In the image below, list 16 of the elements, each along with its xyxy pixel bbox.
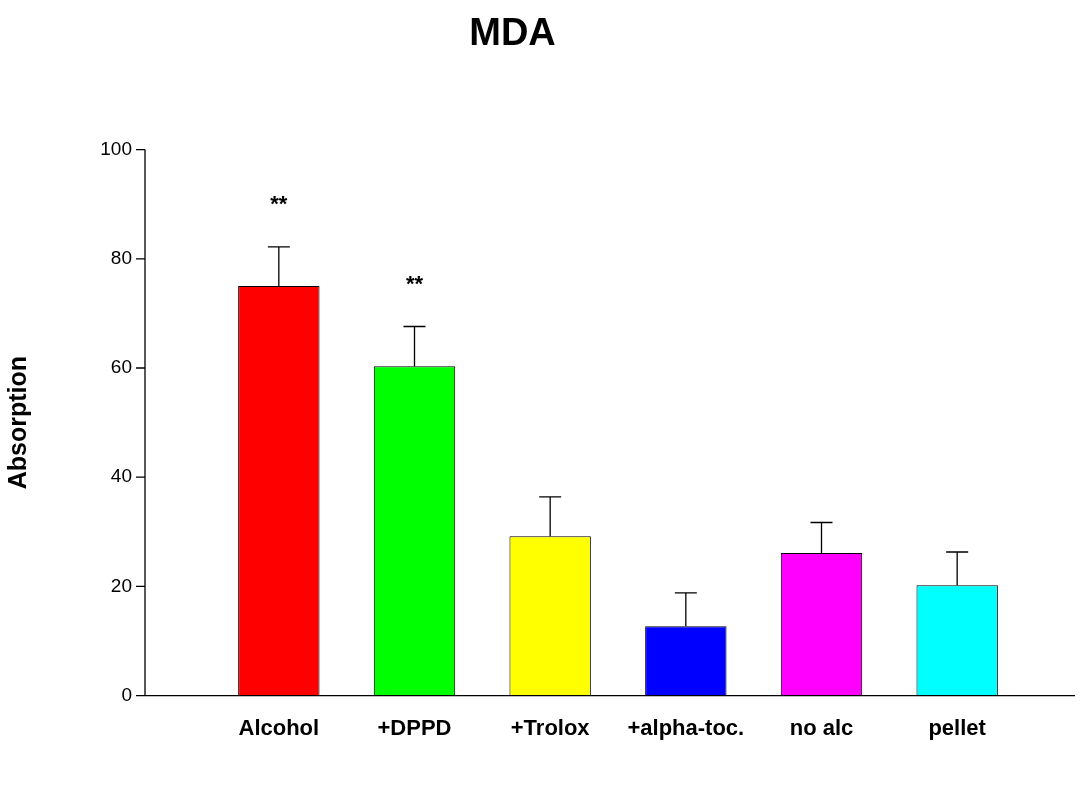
x-tick-label: +alpha-toc. — [627, 714, 745, 740]
chart-title: MDA — [469, 11, 556, 54]
y-tick-label: 100 — [100, 137, 132, 159]
x-tick-label: +Trolox — [510, 714, 591, 740]
y-tick-label: 20 — [110, 574, 132, 596]
y-tick-label: 80 — [110, 247, 132, 269]
annotation: ** — [405, 270, 424, 296]
x-tick-label: Alcohol — [238, 714, 320, 740]
y-tick-label: 0 — [121, 683, 132, 705]
y-tick-label: 40 — [110, 465, 132, 487]
x-tick-label: no alc — [789, 714, 854, 740]
annotation: ** — [270, 190, 288, 216]
x-tick-label: pellet — [928, 714, 987, 740]
x-tick-label: +DPPD — [377, 714, 452, 740]
y-axis-title: Absorption — [2, 355, 31, 490]
y-tick-label: 60 — [110, 356, 132, 378]
